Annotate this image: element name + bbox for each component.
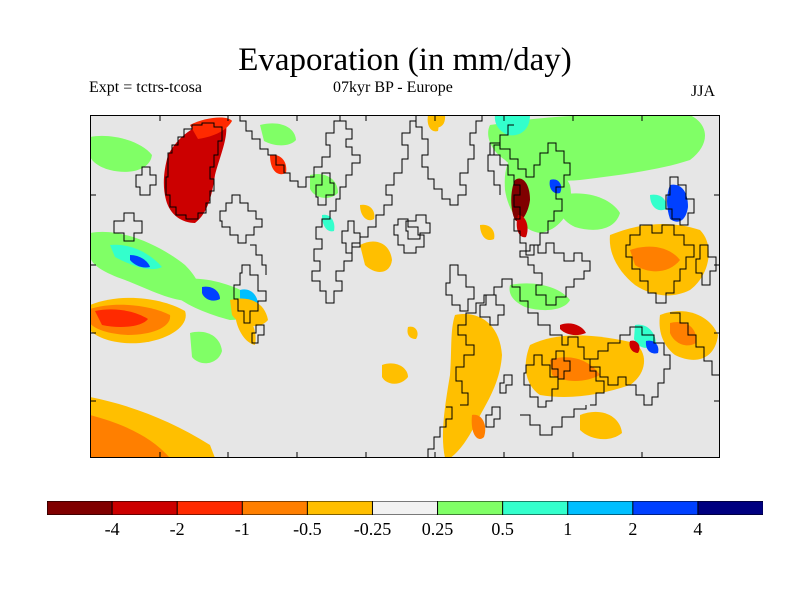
coastline-adriatic bbox=[427, 406, 453, 458]
anomaly-scandinavia-darkred bbox=[511, 178, 530, 222]
coastline-italy bbox=[523, 354, 559, 408]
coastline-baltic-south bbox=[479, 294, 505, 326]
coastline-caspian bbox=[665, 176, 695, 226]
map-frame bbox=[90, 115, 720, 458]
coastline-norway-sweden bbox=[311, 115, 417, 304]
anomaly-gulf-orange bbox=[430, 115, 446, 128]
coastline-black-sea bbox=[489, 142, 571, 256]
colorbar-swatch bbox=[437, 501, 504, 515]
colorbar bbox=[47, 501, 763, 515]
coastlines bbox=[113, 115, 720, 458]
colorbar-tick-label: 1 bbox=[563, 519, 573, 539]
anomaly-scandinavia-blue bbox=[549, 179, 562, 194]
coastline-greece bbox=[551, 350, 571, 380]
anomaly-mediterranean-orange bbox=[382, 363, 408, 384]
anomaly-sicily-orange bbox=[407, 326, 418, 339]
colorbar-swatch bbox=[502, 501, 569, 515]
period-region-label: 07kyr BP - Europe bbox=[333, 79, 453, 96]
colorbar-tick-label: -1 bbox=[234, 519, 250, 539]
colorbar-tick-label: -0.5 bbox=[293, 519, 322, 539]
coastline-sicily bbox=[499, 374, 513, 394]
coastline-north-africa bbox=[520, 405, 587, 436]
anomaly-east-green bbox=[558, 193, 620, 230]
coastline-france-west bbox=[250, 244, 267, 275]
coastline-netherlands bbox=[113, 212, 143, 242]
coastline-central-europe bbox=[219, 194, 263, 244]
coastline-east-fragment bbox=[695, 244, 717, 286]
anomaly-atlantic-green bbox=[190, 331, 222, 364]
colorbar-swatch bbox=[111, 501, 178, 515]
coastline-gotland bbox=[405, 214, 431, 240]
anomaly-blacksea-blue bbox=[645, 340, 659, 354]
colorbar-swatch bbox=[632, 501, 699, 515]
anomaly-turkey-darkorange bbox=[550, 357, 600, 381]
colorbar-swatch bbox=[306, 501, 374, 515]
coastline-ireland bbox=[135, 166, 157, 196]
anomaly-caspian-darkorange bbox=[630, 246, 680, 272]
anomaly-aegean-red bbox=[560, 323, 586, 336]
colorbar-tick-label: -0.25 bbox=[353, 519, 392, 539]
colorbar-tick-label: -2 bbox=[169, 519, 185, 539]
colorbar-tick-label: 4 bbox=[693, 519, 703, 539]
colorbar-tick-label: -4 bbox=[104, 519, 120, 539]
colorbar-swatch bbox=[176, 501, 244, 515]
colorbar-swatch bbox=[371, 501, 439, 515]
coastline-scandinavia-west bbox=[239, 115, 341, 188]
coastline-sardinia bbox=[485, 406, 501, 428]
anomaly-eastmed-orange bbox=[580, 411, 622, 440]
anomaly-germany-green bbox=[310, 173, 338, 198]
anomaly-biscay-blue bbox=[130, 255, 150, 268]
map-border bbox=[90, 115, 720, 458]
coastline-adriatic-east bbox=[445, 264, 475, 312]
anomaly-middleeast-darkorange bbox=[670, 321, 697, 346]
anomaly-caucasus-red bbox=[629, 340, 640, 353]
season-label: JJA bbox=[691, 83, 716, 100]
anomaly-centraleurope-orange bbox=[360, 241, 392, 272]
colorbar-tick-label: 0.25 bbox=[421, 519, 454, 539]
anomaly-scandinavia-red bbox=[516, 215, 528, 238]
coastline-corsica bbox=[251, 324, 265, 344]
anomaly-france-blue bbox=[202, 286, 220, 301]
coastline-caspian-large bbox=[625, 224, 695, 304]
evaporation-map bbox=[90, 115, 720, 458]
anomaly-italy-orange bbox=[236, 310, 256, 345]
colorbar-swatch bbox=[567, 501, 634, 515]
anomaly-southwest-darkorange bbox=[90, 415, 170, 458]
coastline-poland bbox=[393, 218, 425, 254]
colorbar-swatch bbox=[241, 501, 309, 515]
anomaly-hungary-orange bbox=[480, 224, 495, 241]
coastline-black-sea-body bbox=[519, 242, 591, 306]
coastline-baltic-inner bbox=[315, 172, 335, 206]
anomaly-east-cyan bbox=[650, 194, 667, 211]
coastline-jutland bbox=[341, 220, 361, 254]
anomaly-blacksea-green bbox=[509, 283, 570, 311]
anomaly-british-red bbox=[163, 119, 227, 223]
coastline-mediterranean-south bbox=[455, 278, 605, 406]
colorbar-tick-label: 0.5 bbox=[491, 519, 514, 539]
map-ticks bbox=[90, 115, 720, 458]
anomaly-alps-orange bbox=[360, 204, 375, 221]
colorbar-swatch bbox=[47, 501, 113, 515]
anomaly-iberia-red bbox=[95, 309, 148, 327]
anomaly-northwest-green bbox=[90, 135, 152, 172]
coastline-turkey-levant bbox=[589, 326, 671, 406]
coastline-east-edge bbox=[670, 312, 720, 376]
anomaly-germany-red bbox=[270, 154, 287, 175]
anomaly-balkans-orange bbox=[442, 314, 502, 458]
colorbar-tick-label: 2 bbox=[628, 519, 638, 539]
coastline-british-isles bbox=[165, 122, 223, 220]
coastline-baltic-east bbox=[415, 115, 483, 206]
experiment-label: Expt = tctrs-tcosa bbox=[89, 79, 202, 96]
anomaly-poland-green bbox=[260, 123, 296, 146]
chart-title: Evaporation (in mm/day) bbox=[238, 42, 572, 78]
anomaly-balkans-darkorange bbox=[471, 414, 486, 439]
field-anomalies bbox=[90, 115, 718, 458]
anomaly-british-brightred bbox=[190, 117, 232, 139]
colorbar-swatch bbox=[697, 501, 763, 515]
coastline-iberia-west bbox=[233, 264, 267, 324]
